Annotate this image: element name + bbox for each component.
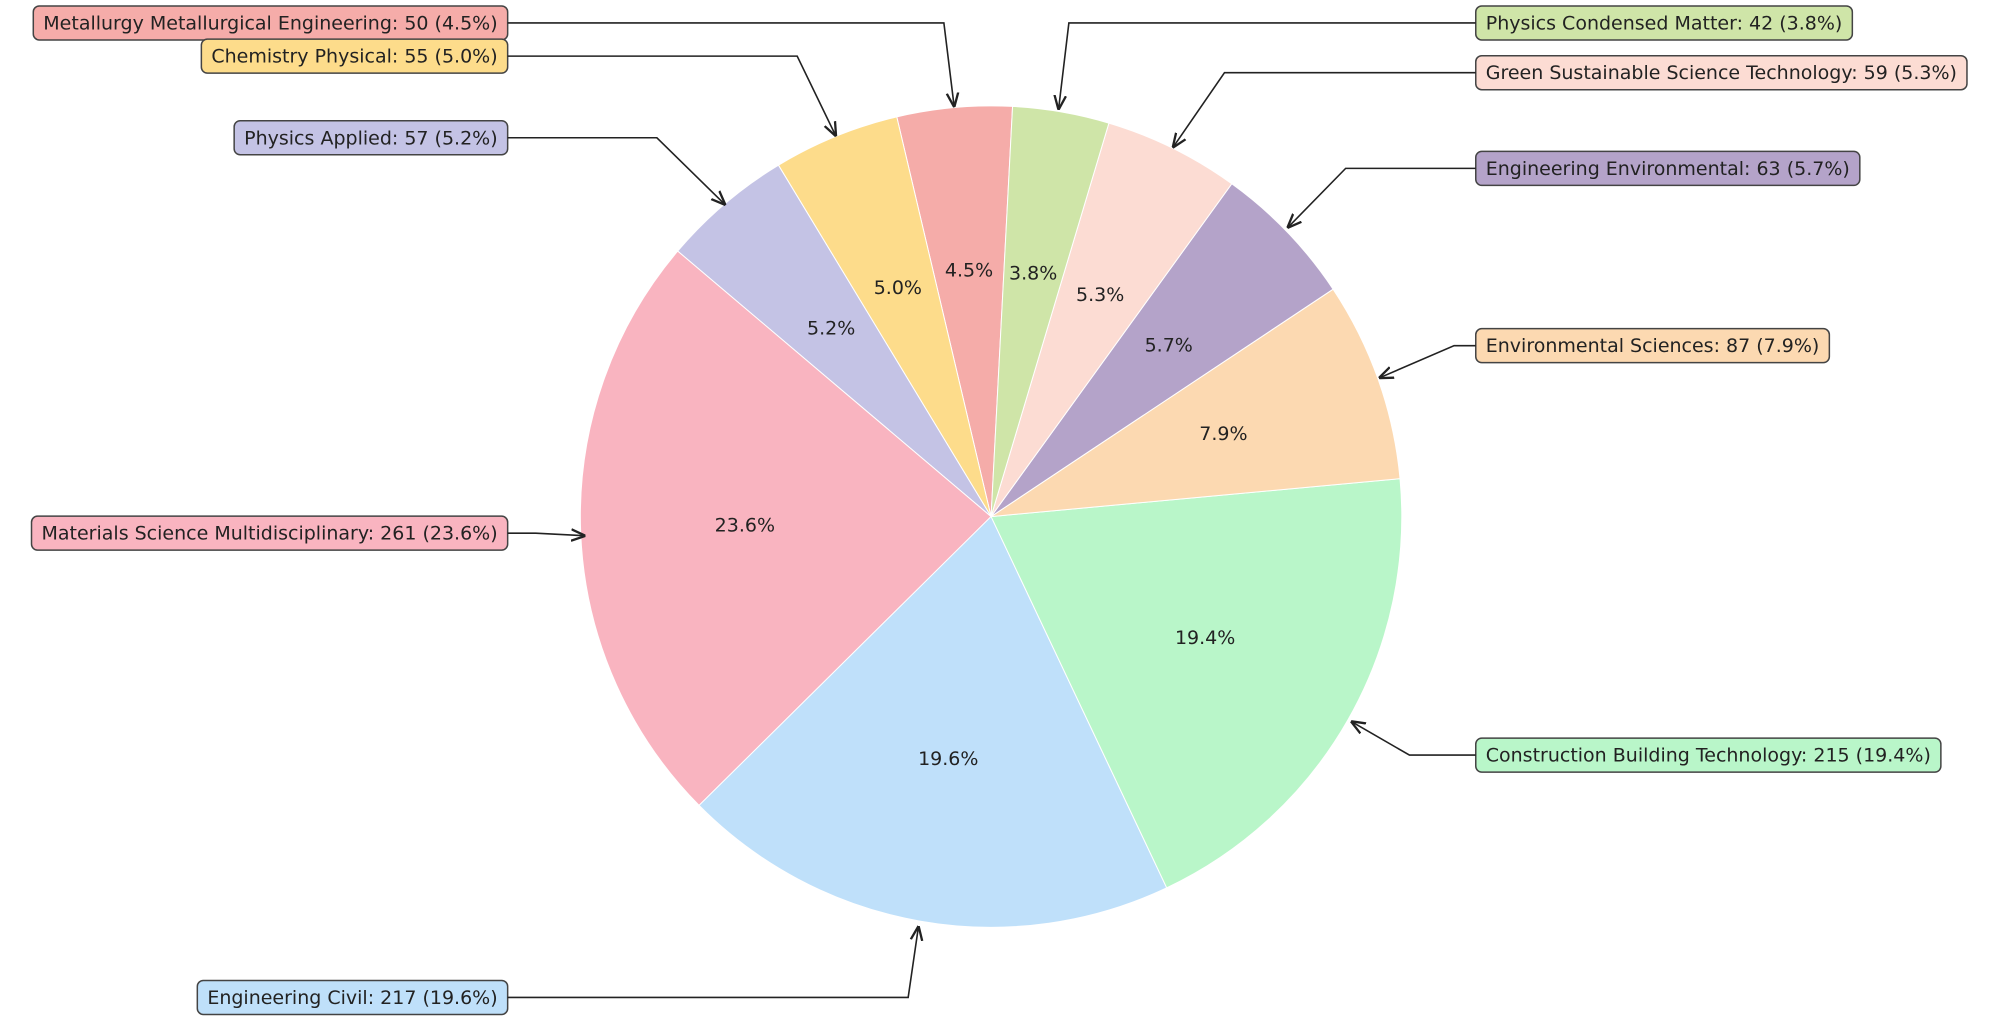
slice-percent-label: 3.8% [1009, 262, 1057, 284]
callout: Physics Condensed Matter: 42 (3.8%) [1475, 5, 1854, 41]
callout: Metallurgy Metallurgical Engineering: 50… [32, 5, 509, 41]
callout-arrow [507, 533, 585, 536]
callout-label: Materials Science Multidisciplinary: 261… [42, 523, 498, 545]
callout-arrow [507, 55, 836, 135]
slice-percent-label: 23.6% [715, 515, 775, 537]
callout-arrow [1352, 722, 1476, 756]
slice-percent-label: 5.2% [807, 318, 855, 340]
callout: Materials Science Multidisciplinary: 261… [30, 515, 509, 551]
callout-arrow [1173, 71, 1476, 147]
callout-label: Environmental Sciences: 87 (7.9%) [1486, 335, 1820, 357]
callout-label: Metallurgy Metallurgical Engineering: 50… [43, 12, 497, 34]
callout-label: Chemistry Physical: 55 (5.0%) [211, 46, 497, 68]
pie-slice [990, 105, 1110, 517]
pie: 4.5% 5.0% 5.2% 23.6% 19.6% 19.4% 7.9% 5.7% 5.3% 3… [579, 105, 1403, 928]
slice-percent-label: 7.9% [1199, 423, 1247, 445]
callout-arrow [1380, 344, 1476, 378]
slice-percent-label: 5.7% [1145, 334, 1193, 356]
callout: Chemistry Physical: 55 (5.0%) [200, 38, 509, 74]
callout-label: Engineering Civil: 217 (19.6%) [207, 987, 497, 1009]
callout: Physics Applied: 57 (5.2%) [233, 120, 509, 156]
callout-arrow [507, 136, 725, 204]
labels: Metallurgy Metallurgical Engineering: 50… [30, 5, 1968, 1016]
slice-percent-label: 4.5% [945, 260, 993, 282]
callout-arrow [507, 927, 919, 999]
callout: Engineering Civil: 217 (19.6%) [196, 979, 509, 1016]
callout: Green Sustainable Science Technology: 59… [1475, 54, 1968, 91]
slice-percent-label: 19.6% [918, 748, 978, 770]
callout-arrow [1059, 22, 1476, 108]
slice-percent-label: 5.3% [1076, 284, 1124, 306]
callout-label: Green Sustainable Science Technology: 59… [1486, 62, 1957, 84]
callout-arrow [1288, 167, 1476, 227]
callout-label: Physics Applied: 57 (5.2%) [244, 127, 498, 149]
pie-slice [990, 183, 1334, 517]
callout-arrow [507, 22, 954, 106]
callout: Engineering Environmental: 63 (5.7%) [1475, 150, 1861, 187]
slice-percent-label: 5.0% [874, 277, 922, 299]
pie-slice [698, 515, 1168, 928]
callout-label: Engineering Environmental: 63 (5.7%) [1486, 158, 1850, 180]
slice-percent-label: 19.4% [1175, 627, 1235, 649]
pie-slice [990, 478, 1403, 889]
callout: Construction Building Technology: 215 (1… [1475, 737, 1942, 773]
callout-label: Construction Building Technology: 215 (1… [1486, 745, 1931, 767]
callout-label: Physics Condensed Matter: 42 (3.8%) [1486, 12, 1843, 34]
pie-slice [990, 288, 1401, 518]
callout: Environmental Sciences: 87 (7.9%) [1475, 327, 1831, 364]
